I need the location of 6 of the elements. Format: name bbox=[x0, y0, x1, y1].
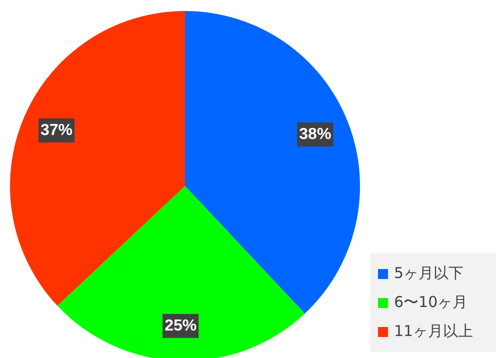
data-label: 37% bbox=[40, 122, 73, 139]
legend-label: 5ヶ月以下 bbox=[394, 264, 464, 283]
legend-label: 11ヶ月以上 bbox=[394, 322, 474, 341]
legend-label: 6〜10ヶ月 bbox=[394, 293, 468, 312]
data-label: 38% bbox=[299, 126, 332, 143]
data-label: 25% bbox=[164, 317, 197, 334]
